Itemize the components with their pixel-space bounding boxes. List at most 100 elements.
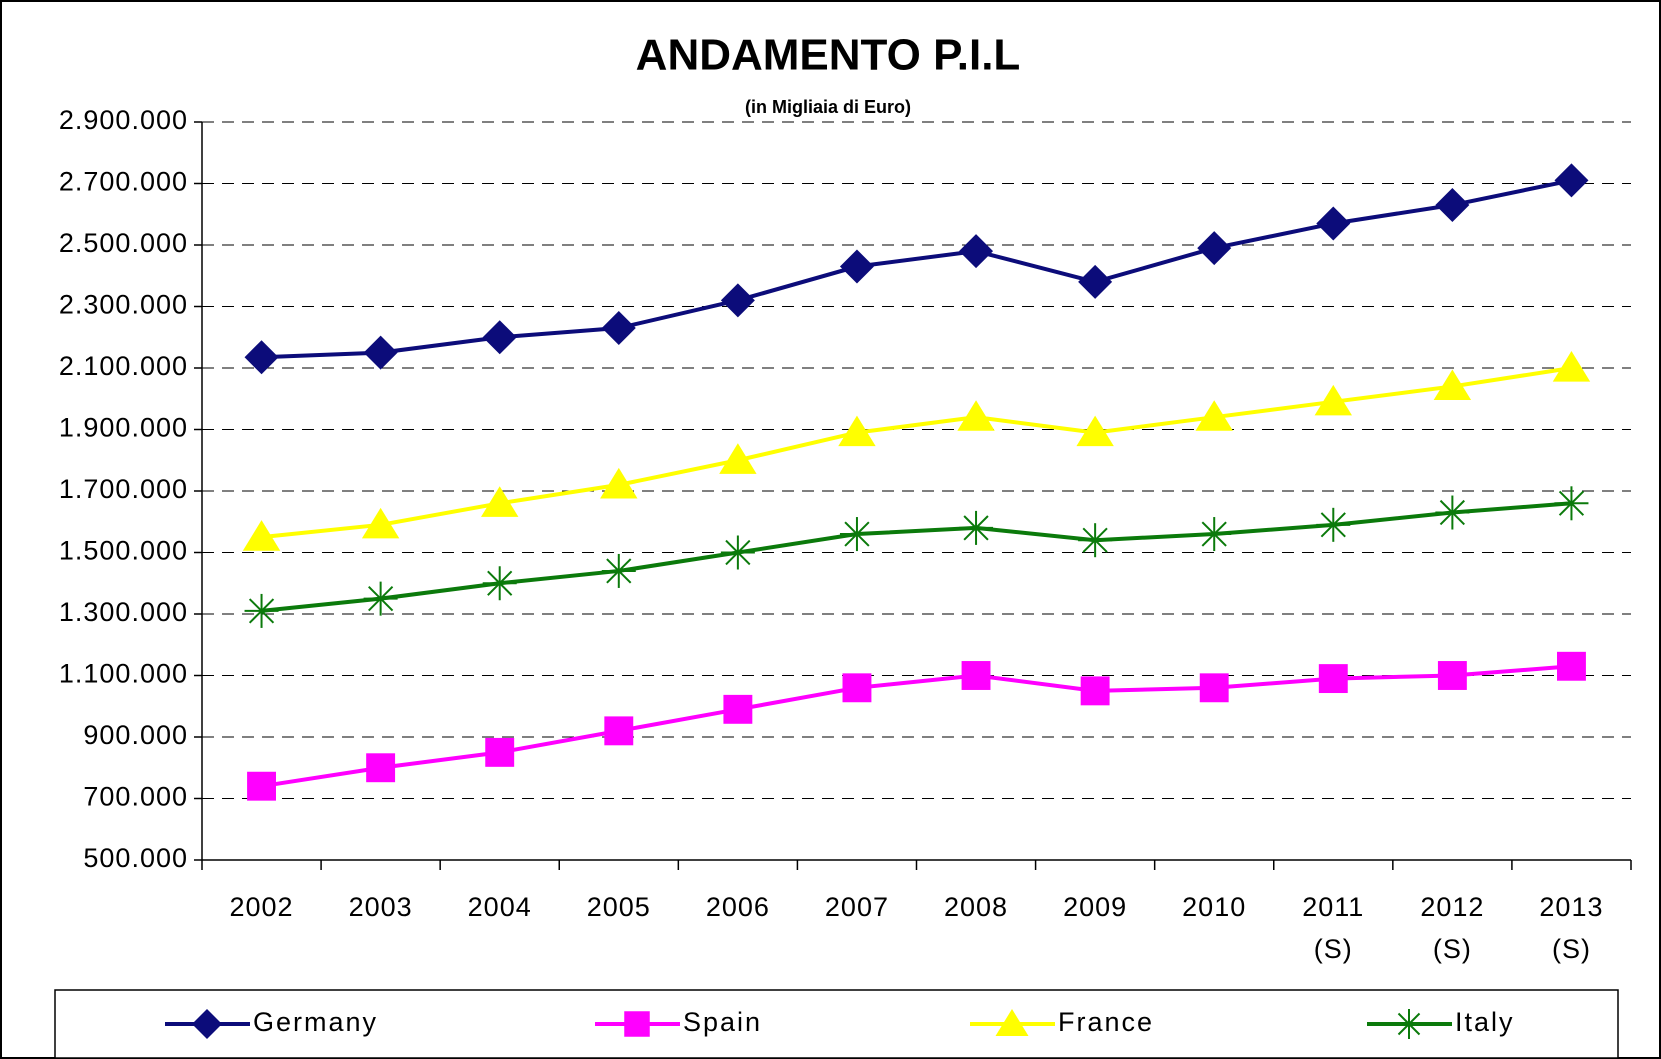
chart-title: ANDAMENTO P.I.L [636,31,1021,80]
marker [1554,163,1589,198]
marker [366,753,396,783]
marker [1316,507,1351,542]
x-tick-label: 2013 (S) [1539,892,1604,964]
marker-stroke [1397,1012,1421,1036]
marker [1435,188,1470,223]
marker [1554,486,1589,521]
legend-label: France [1058,1007,1154,1037]
marker [482,566,517,601]
y-tick-label: 1.700.000 [59,474,188,504]
marker [1557,651,1586,681]
marker [1552,351,1591,382]
series-line [261,366,1572,540]
marker [1433,369,1472,401]
y-tick-label: 1.100.000 [59,659,188,689]
marker [1080,676,1110,706]
x-tick-label: 2012 (S) [1420,892,1485,964]
marker [1197,231,1232,266]
y-tick-label: 1.900.000 [59,413,188,443]
marker [961,661,991,690]
x-tick-label: 2003 [348,892,413,922]
marker-stroke [1082,527,1108,553]
series-line [261,501,1572,613]
marker [601,311,636,346]
marker [1316,206,1351,241]
y-tick-label: 900.000 [83,720,188,750]
y-tick-label: 2.100.000 [59,351,188,381]
y-tick-label: 2.700.000 [59,167,188,197]
y-tick-label: 2.900.000 [59,105,188,135]
marker-stroke [1439,499,1465,526]
marker-stroke [1201,521,1227,547]
legend-label: Italy [1455,1007,1515,1037]
series-line [261,664,1572,789]
x-tick-label: 2006 [705,892,770,922]
marker [601,553,636,588]
marker [361,507,400,539]
x-tick-label: 2010 [1182,892,1247,922]
marker [1078,264,1113,299]
x-tick-label: 2004 [467,892,532,922]
x-tick-label: 2009 [1063,892,1128,922]
marker [485,737,515,767]
series-line [261,178,1572,360]
y-tick-label: 2.500.000 [59,228,188,258]
marker [1199,673,1229,703]
marker-stroke [725,539,751,566]
legend-box [54,989,1619,1059]
marker [839,249,874,284]
marker-stroke [248,598,275,624]
marker-stroke [368,586,394,612]
legend-label: Germany [253,1007,378,1037]
marker [600,467,638,499]
marker [1437,661,1467,690]
y-tick-label: 2.300.000 [59,290,188,320]
y-tick-label: 1.300.000 [59,597,188,627]
marker [1394,1009,1424,1039]
marker [192,1009,222,1039]
marker [247,771,276,801]
marker [839,517,874,552]
y-tick-label: 1.500.000 [59,536,188,566]
x-tick-label: 2002 [229,892,294,922]
marker [604,716,634,746]
marker [1195,400,1233,431]
marker [1197,517,1232,552]
marker [959,510,994,545]
marker-stroke [963,515,989,541]
marker [957,400,995,431]
marker [995,1009,1029,1036]
marker [481,486,519,517]
marker [838,415,876,447]
marker [842,673,872,703]
marker [1435,495,1470,530]
marker-stroke [1558,490,1585,516]
marker-stroke [844,521,870,547]
marker [723,694,753,724]
marker [719,443,757,474]
legend-label: Spain [683,1007,762,1037]
marker [720,283,755,318]
y-tick-label: 700.000 [83,782,188,812]
marker [244,340,279,375]
chart-subtitle: (in Migliaia di Euro) [745,97,911,117]
x-tick-label: 2007 [824,892,889,922]
x-tick-label: 2011 (S) [1302,892,1365,964]
marker [1314,384,1352,416]
marker [244,593,279,628]
marker-stroke [1320,512,1346,538]
x-tick-label: 2008 [943,892,1009,922]
x-tick-label: 2005 [586,892,651,922]
marker [482,320,517,355]
marker [1318,664,1348,694]
marker [242,520,281,551]
marker [624,1011,650,1037]
marker [363,581,398,616]
marker [1076,415,1114,447]
marker [363,335,398,370]
marker-stroke [487,570,513,596]
marker [1078,523,1113,558]
